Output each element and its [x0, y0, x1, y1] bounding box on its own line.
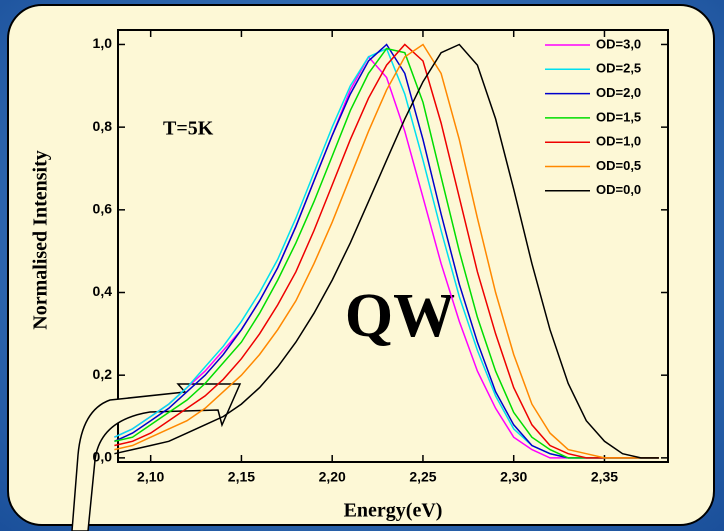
y-tick-label: 0,6 — [93, 201, 113, 217]
series-line — [114, 47, 659, 459]
panel — [7, 4, 715, 526]
legend-label: OD=1,0 — [596, 134, 641, 149]
x-tick-label: 2,10 — [137, 469, 164, 485]
x-tick-label: 2,35 — [591, 469, 618, 485]
legend-label: OD=3,0 — [596, 36, 641, 51]
legend-label: OD=2,5 — [596, 61, 641, 76]
x-tick-label: 2,30 — [500, 469, 527, 485]
plot-area: 0,0 0,2 0,4 0,6 0,8 1,0 2,10 2,15 2,20 2,25 2,30 2,… — [93, 30, 668, 485]
legend-label: OD=0,5 — [596, 158, 641, 173]
y-tick-label: 0,2 — [93, 366, 113, 382]
annotation: T=5K — [163, 118, 214, 140]
y-tick-label: 1,0 — [93, 35, 113, 51]
y-axis-title: Normalised Intensity — [30, 150, 52, 329]
y-tick-label: 0,0 — [93, 449, 113, 465]
y-tick-label: 0,4 — [93, 283, 113, 299]
x-tick-label: 2,25 — [409, 469, 436, 485]
x-tick-label: 2,20 — [319, 469, 346, 485]
plot-frame — [117, 29, 669, 463]
x-tick-label: 2,15 — [228, 469, 255, 485]
legend-label: OD=0,0 — [596, 182, 641, 197]
series-line — [114, 43, 659, 459]
y-tick-label: 0,8 — [93, 118, 113, 134]
legend-label: OD=2,0 — [596, 85, 641, 100]
annotation: QW — [345, 282, 455, 350]
x-axis-title: Energy(eV) — [344, 500, 443, 522]
series-line — [114, 43, 659, 459]
arrow-decoration — [71, 383, 242, 531]
legend-label: OD=1,5 — [596, 109, 641, 124]
series-line — [114, 43, 659, 459]
